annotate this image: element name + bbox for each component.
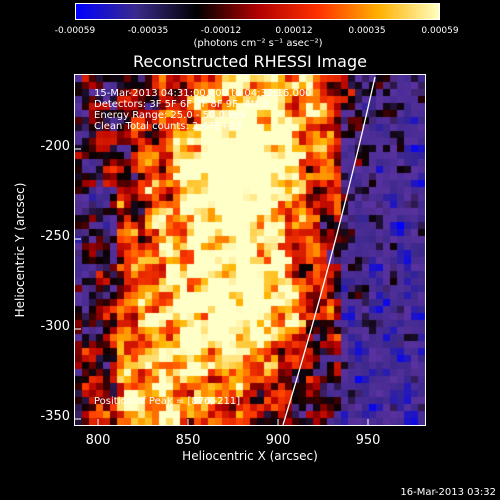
y-tick-label: -300: [40, 319, 70, 334]
x-tick-label: 900: [265, 433, 291, 448]
colorbar-tick-label: 0.00012: [275, 26, 313, 36]
x-tick-label: 800: [85, 433, 111, 448]
timestamp: 16-Mar-2013 03:32: [400, 487, 496, 498]
colorbar-tick-label: -0.00059: [54, 26, 96, 36]
energy-range-text: Energy Range: 25.0 - 50.0 keV: [94, 110, 247, 121]
solar-limb-line: [282, 76, 376, 425]
detectors-text: Detectors: 3F 5F 6F 7F 8F 9F, Att 0: [94, 99, 269, 110]
time-range-text: 15-Mar-2013 04:31:00.000 to 04:32:16.000: [94, 88, 312, 99]
colorbar-tick-label: -0.00012: [200, 26, 242, 36]
colorbar: [75, 3, 440, 20]
x-axis-label: Heliocentric X (arcsec): [182, 449, 318, 463]
y-tick-label: -200: [40, 139, 70, 154]
x-tick-label: 850: [175, 433, 201, 448]
rhessi-image-canvas: [75, 75, 425, 425]
clean-counts-text: Clean Total counts: 2.47E+03: [94, 121, 242, 132]
y-tick-label: -250: [40, 229, 70, 244]
plot-title: Reconstructed RHESSI Image: [133, 52, 367, 71]
colorbar-tick-label: 0.00035: [348, 26, 386, 36]
colorbar-tick-label: -0.00035: [127, 26, 169, 36]
x-tick-label: 950: [355, 433, 381, 448]
y-axis-label: Heliocentric Y (arcsec): [13, 182, 27, 318]
y-tick-label: -350: [40, 409, 70, 424]
colorbar-tick-label: 0.00059: [421, 26, 459, 36]
colorbar-units: (photons cm⁻² s⁻¹ asec⁻²): [193, 38, 323, 49]
peak-position-text: Position of Peak = [876,-211]: [94, 396, 241, 407]
limb-overlay: [75, 76, 376, 425]
rhessi-image: [74, 74, 426, 426]
